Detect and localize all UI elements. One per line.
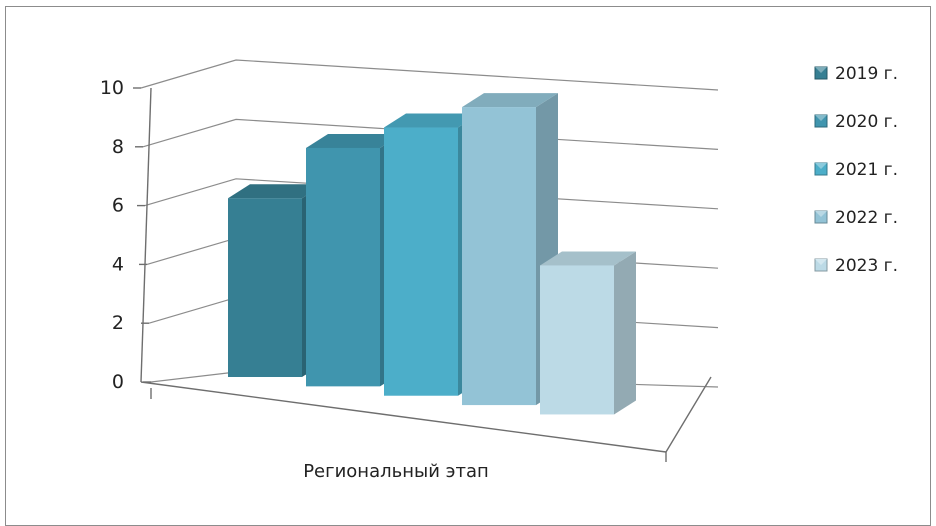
legend-label: 2022 г. xyxy=(835,208,898,228)
floor-right-edge xyxy=(665,376,712,453)
bar-4 xyxy=(462,93,558,406)
y-tick-label-0: 0 xyxy=(112,371,124,393)
bar-5 xyxy=(540,251,636,415)
y-tick-label-1: 2 xyxy=(112,312,124,334)
legend-label: 2021 г. xyxy=(835,160,898,180)
y-axis-ticks: 0 2 4 6 8 10 xyxy=(100,77,151,393)
legend-label: 2019 г. xyxy=(835,64,898,84)
chart-bars xyxy=(228,93,636,415)
legend-item-3: 2021 г. xyxy=(814,160,898,180)
y-tick-label-5: 10 xyxy=(100,77,124,99)
chart-frame: 0 2 4 6 8 10 2019 г. 2020 г. 2021 г. 2022 г. 2023… xyxy=(5,6,931,526)
y-tick-label-3: 6 xyxy=(112,195,124,217)
legend-item-2: 2020 г. xyxy=(814,112,898,132)
y-tick-label-4: 8 xyxy=(112,136,124,158)
legend-item-1: 2019 г. xyxy=(814,64,898,84)
x-category-label: Региональный этап xyxy=(303,461,489,482)
legend-label: 2023 г. xyxy=(835,256,898,276)
chart-legend: 2019 г. 2020 г. 2021 г. 2022 г. 2023 г. xyxy=(814,64,898,276)
legend-label: 2020 г. xyxy=(835,112,898,132)
y-tick-label-2: 4 xyxy=(112,253,124,275)
legend-item-4: 2022 г. xyxy=(814,208,898,228)
floor-front-edge xyxy=(140,381,667,453)
legend-item-5: 2023 г. xyxy=(814,256,898,276)
chart-canvas: 0 2 4 6 8 10 2019 г. 2020 г. 2021 г. 2022 г. 2023… xyxy=(100,59,898,482)
y-axis-line xyxy=(140,87,152,383)
gridline-5 xyxy=(140,59,719,91)
